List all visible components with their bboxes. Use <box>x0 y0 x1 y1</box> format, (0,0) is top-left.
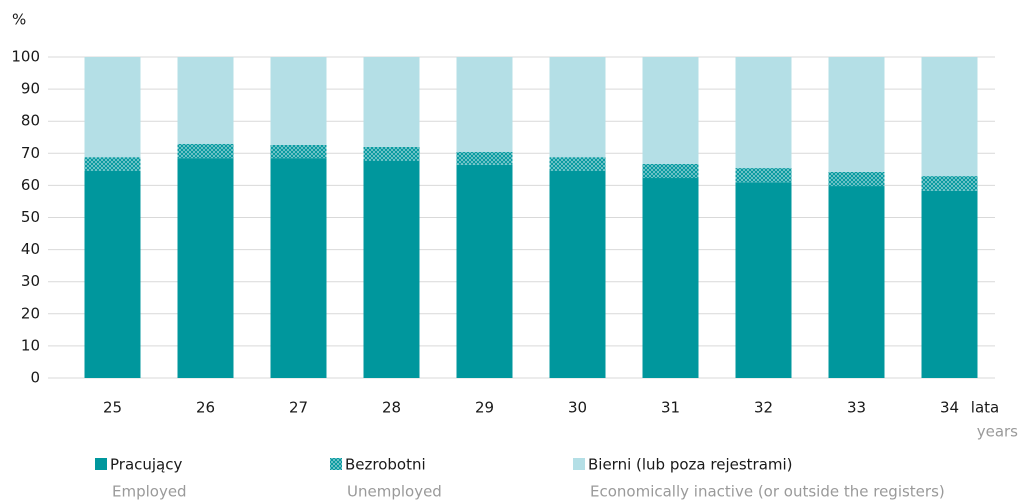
x-label: lata <box>971 399 999 417</box>
y-tick-label: 90 <box>21 80 40 98</box>
bar-segment <box>828 186 885 378</box>
bar-segment <box>642 163 699 179</box>
bar-segment <box>84 157 141 171</box>
bar-segment <box>363 161 420 378</box>
x-tick-label: 30 <box>568 399 587 417</box>
bar-segment <box>270 57 327 145</box>
bar-segment <box>456 164 513 378</box>
bar-segment <box>735 168 792 183</box>
x-tick-label: 25 <box>103 399 122 417</box>
legend-swatch <box>573 458 585 470</box>
bar-segment <box>828 57 885 172</box>
bar-segment <box>549 170 606 378</box>
bar-segment <box>177 158 234 378</box>
bar-segment <box>642 178 699 378</box>
y-unit: % <box>12 11 26 29</box>
x-tick-label: 33 <box>847 399 866 417</box>
x-tick-label: 32 <box>754 399 773 417</box>
bar-segment <box>456 152 513 165</box>
legend-label: Pracujący <box>110 456 183 474</box>
legend-label: Bezrobotni <box>345 456 426 474</box>
y-tick-label: 60 <box>21 176 40 194</box>
y-tick-label: 0 <box>30 369 40 387</box>
legend-swatch <box>95 458 107 470</box>
y-tick-label: 10 <box>21 336 40 354</box>
bar-segment <box>84 57 141 158</box>
bar-segment <box>549 57 606 158</box>
y-tick-label: 30 <box>21 272 40 290</box>
x-tick-label: 27 <box>289 399 308 417</box>
bar-segment <box>921 176 978 191</box>
bar-segment <box>84 170 141 378</box>
bar-segment <box>270 158 327 378</box>
bar-segment <box>456 57 513 153</box>
bar-segment <box>735 182 792 378</box>
bar-segment <box>921 190 978 378</box>
y-tick-label: 70 <box>21 144 40 162</box>
bar-segment <box>828 171 885 187</box>
x-tick-label: 26 <box>196 399 215 417</box>
bar-segment <box>549 157 606 171</box>
legend-sublabel: Economically inactive (or outside the re… <box>590 483 945 501</box>
x-label-en: years <box>977 423 1018 441</box>
y-tick-label: 100 <box>11 48 40 66</box>
x-tick-label: 31 <box>661 399 680 417</box>
bar-segment <box>642 57 699 164</box>
bar-segment <box>177 143 234 159</box>
bar-segment <box>177 57 234 144</box>
bar-segment <box>363 57 420 147</box>
bar-segment <box>363 146 420 162</box>
y-tick-label: 50 <box>21 208 40 226</box>
legend-sublabel: Unemployed <box>347 483 442 501</box>
x-tick-label: 29 <box>475 399 494 417</box>
bar-segment <box>270 144 327 159</box>
y-tick-label: 20 <box>21 304 40 322</box>
x-tick-label: 28 <box>382 399 401 417</box>
y-tick-label: 40 <box>21 240 40 258</box>
y-tick-label: 80 <box>21 112 40 130</box>
x-tick-label: 34 <box>940 399 959 417</box>
bar-segment <box>921 57 978 177</box>
bar-segment <box>735 57 792 169</box>
legend-swatch <box>330 458 342 470</box>
legend-label: Bierni (lub poza rejestrami) <box>588 456 793 474</box>
legend-sublabel: Employed <box>112 483 187 501</box>
